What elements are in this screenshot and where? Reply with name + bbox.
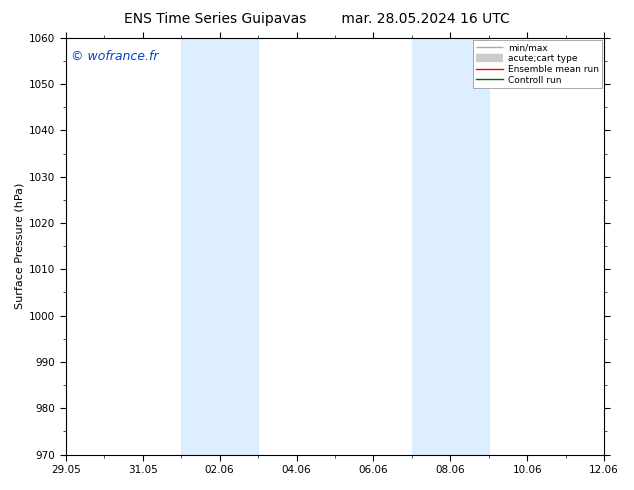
Text: © wofrance.fr: © wofrance.fr [71, 50, 158, 63]
Bar [181, 38, 219, 455]
Bar [450, 38, 489, 455]
Y-axis label: Surface Pressure (hPa): Surface Pressure (hPa) [15, 183, 25, 309]
Bar [219, 38, 258, 455]
Text: ENS Time Series Guipavas        mar. 28.05.2024 16 UTC: ENS Time Series Guipavas mar. 28.05.2024… [124, 12, 510, 26]
Legend: min/max, acute;cart type, Ensemble mean run, Controll run: min/max, acute;cart type, Ensemble mean … [472, 40, 602, 88]
Bar [412, 38, 450, 455]
